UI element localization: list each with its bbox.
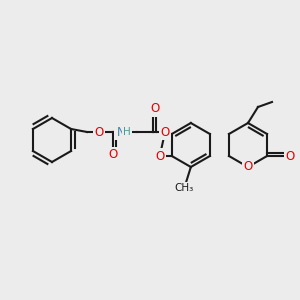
Text: O: O xyxy=(243,160,253,173)
Text: CH₃: CH₃ xyxy=(174,183,194,193)
Text: O: O xyxy=(285,149,295,163)
Text: N: N xyxy=(116,125,124,139)
Text: O: O xyxy=(150,103,159,116)
Text: H: H xyxy=(123,127,131,137)
Text: O: O xyxy=(155,149,164,163)
Text: O: O xyxy=(160,125,170,139)
Text: O: O xyxy=(160,125,170,139)
Text: H: H xyxy=(123,127,131,137)
Text: O: O xyxy=(94,125,104,139)
Text: N: N xyxy=(117,125,125,139)
Text: O: O xyxy=(108,148,118,161)
